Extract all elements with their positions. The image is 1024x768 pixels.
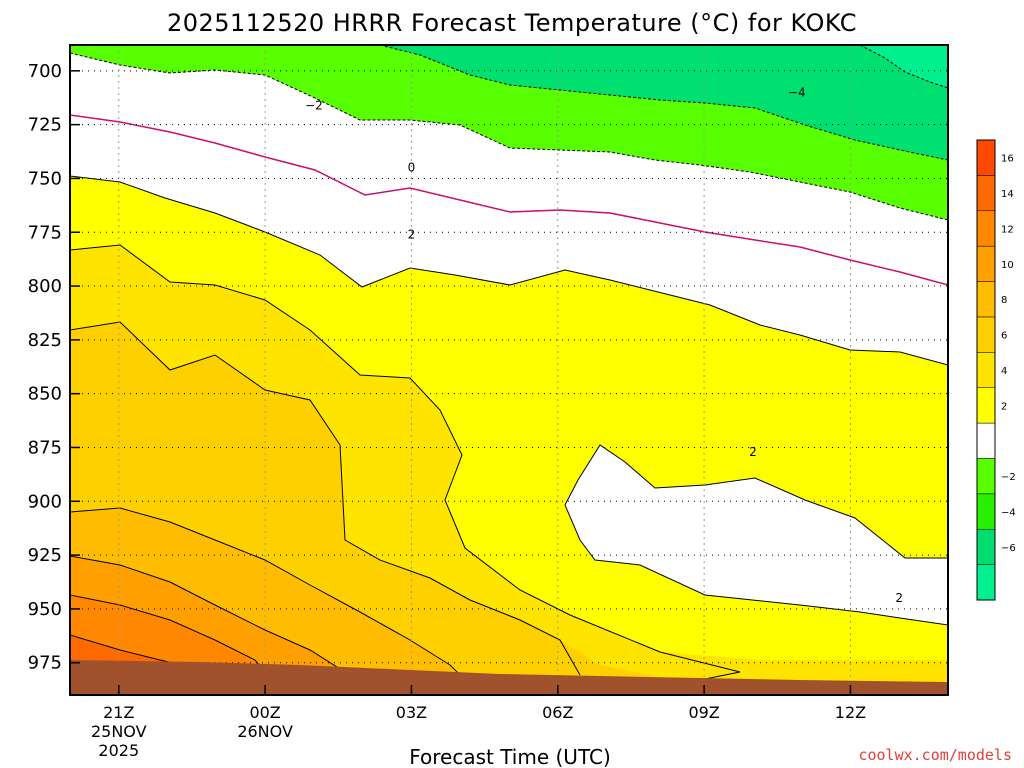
colorbar-label: −2 xyxy=(1001,472,1016,483)
y-tick-label: 925 xyxy=(28,545,62,566)
chart-title: 2025112520 HRRR Forecast Temperature (°C… xyxy=(167,9,857,37)
colorbar-label: 10 xyxy=(1001,260,1014,271)
colorbar-swatch xyxy=(976,316,996,353)
x-tick-date: 26NOV xyxy=(237,722,293,741)
colorbar: −6 −4 −2 2 4 6 8 10 12 14 16 xyxy=(976,139,1016,601)
contour-line-2-lower xyxy=(564,504,948,626)
colorbar-swatch xyxy=(976,175,996,212)
colorbar-swatch xyxy=(976,281,996,318)
colorbar-frame xyxy=(976,139,996,601)
y-tick-label: 825 xyxy=(28,330,62,351)
colorbar-swatch xyxy=(976,458,996,495)
colorbar-swatch xyxy=(976,528,996,565)
credit-link[interactable]: coolwx.com/models xyxy=(858,746,1012,764)
x-tick-label: 03Z xyxy=(396,703,427,722)
colorbar-label: 16 xyxy=(1001,154,1014,165)
colorbar-swatch xyxy=(976,210,996,247)
x-axis-label: Forecast Time (UTC) xyxy=(409,745,611,768)
contour-label: 0 xyxy=(408,161,416,175)
x-tick-label: 06Z xyxy=(542,703,573,722)
colorbar-label: 4 xyxy=(1001,366,1007,377)
contour-line-6 xyxy=(70,321,581,676)
contour-label: 2 xyxy=(749,445,757,459)
cold-band-minus4 xyxy=(380,45,948,160)
contour-line-0 xyxy=(70,114,948,286)
colorbar-swatch xyxy=(976,422,996,459)
colorbar-label: −6 xyxy=(1001,543,1016,554)
contour-label: 2 xyxy=(408,227,416,241)
x-tick-year: 2025 xyxy=(98,741,139,760)
y-tick-label: 725 xyxy=(28,115,62,136)
contour-line-10 xyxy=(70,555,346,673)
contour-label: −2 xyxy=(305,98,323,112)
colorbar-swatch xyxy=(976,493,996,530)
colorbar-label: −4 xyxy=(1001,508,1016,519)
contour-labels: −2 −4 0 2 2 2 xyxy=(305,85,903,605)
y-axis: 700 725 750 775 800 825 850 875 900 925 950 975 xyxy=(28,61,80,674)
y-tick-label: 875 xyxy=(28,437,62,458)
x-tick-label: 21Z xyxy=(103,703,134,722)
contour-label: 2 xyxy=(895,591,903,605)
contour-line-12 xyxy=(70,594,266,673)
x-tick-label: 12Z xyxy=(835,703,866,722)
y-tick-label: 800 xyxy=(28,276,62,297)
plot-frame xyxy=(69,44,949,696)
x-tick-label: 00Z xyxy=(249,703,280,722)
cold-band-minus6 xyxy=(860,45,948,88)
colorbar-swatch xyxy=(976,245,996,282)
contour-label: −4 xyxy=(788,85,806,99)
contour-line-minus2 xyxy=(70,52,948,221)
colorbar-label: 2 xyxy=(1001,401,1007,412)
y-tick-label: 850 xyxy=(28,384,62,405)
y-tick-label: 900 xyxy=(28,491,62,512)
plot-area: −2 −4 0 2 2 2 xyxy=(70,45,948,695)
y-tick-label: 950 xyxy=(28,599,62,620)
contour-line-8 xyxy=(70,507,466,681)
x-tick-date: 25NOV xyxy=(91,722,147,741)
contour-line-4 xyxy=(70,244,741,681)
x-tick-label: 09Z xyxy=(688,703,719,722)
colorbar-label: 8 xyxy=(1001,295,1007,306)
ground-terrain xyxy=(70,660,948,695)
y-tick-label: 750 xyxy=(28,168,62,189)
y-tick-label: 775 xyxy=(28,222,62,243)
contour-line-2-upper xyxy=(70,175,948,366)
y-tick-label: 700 xyxy=(28,61,62,82)
y-tick-label: 975 xyxy=(28,653,62,674)
colorbar-label: 14 xyxy=(1001,189,1014,200)
colorbar-label: 6 xyxy=(1001,331,1007,342)
colorbar-label: 12 xyxy=(1001,224,1014,235)
white-pocket-lower xyxy=(565,445,948,625)
gridlines xyxy=(70,45,948,695)
colorbar-swatch xyxy=(976,564,996,601)
contour-line-2-pocket xyxy=(564,444,948,559)
contour-line-minus4 xyxy=(379,45,948,161)
colorbar-swatch xyxy=(976,139,996,176)
colorbar-swatch xyxy=(976,387,996,424)
colorbar-swatch xyxy=(976,352,996,388)
contour-line-minus6 xyxy=(859,45,948,89)
